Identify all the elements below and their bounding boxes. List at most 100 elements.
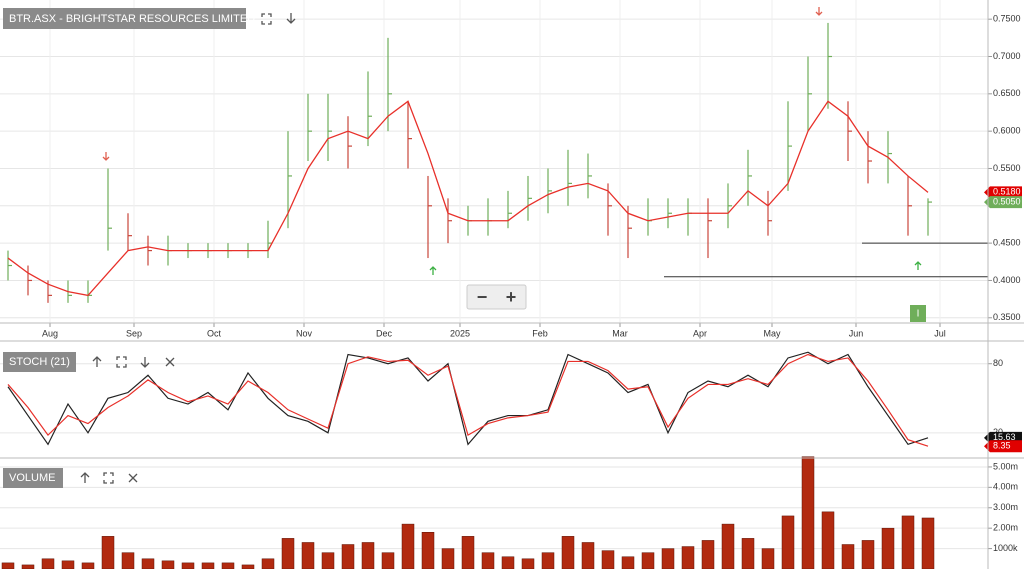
y-tick-label: 0.4000: [993, 275, 1021, 285]
x-tick-label: Feb: [532, 328, 548, 338]
stoch-title: STOCH (21): [9, 356, 70, 368]
volume-bar: [21, 564, 35, 569]
x-tick-label: Sep: [126, 328, 142, 338]
volume-bar: [521, 558, 535, 569]
fullscreen-icon[interactable]: [103, 472, 114, 484]
volume-bar: [801, 456, 815, 569]
close-icon[interactable]: [165, 357, 175, 367]
volume-bar: [661, 548, 675, 569]
volume-bar: [921, 517, 935, 569]
x-tick-label: Mar: [612, 328, 628, 338]
volume-bar: [241, 564, 255, 569]
zoom-in-button[interactable]: +: [506, 287, 517, 307]
x-tick-label: Jul: [934, 328, 946, 338]
stoch-line: [7, 353, 929, 447]
zoom-bar: [466, 284, 527, 310]
volume-bar: [461, 536, 475, 569]
volume-bar: [221, 562, 235, 569]
volume-bar: [161, 560, 175, 569]
fullscreen-icon[interactable]: [116, 356, 127, 368]
close-icon[interactable]: [128, 473, 138, 483]
volume-bar: [501, 556, 515, 569]
volume-bar: [361, 542, 375, 569]
volume-bar: [841, 544, 855, 569]
volume-bar: [41, 558, 55, 569]
zoom-out-button[interactable]: −: [477, 287, 488, 307]
move-up-icon[interactable]: [92, 356, 102, 367]
last-value-label: 15.63: [993, 432, 1016, 442]
volume-bar: [781, 515, 795, 569]
y-tick-label: 3.00m: [993, 502, 1018, 512]
sell-arrow: [102, 152, 110, 161]
volume-bar: [121, 552, 135, 569]
volume-title: VOLUME: [9, 472, 55, 484]
last-value-label: 0.5050: [993, 196, 1021, 206]
volume-bar: [401, 523, 415, 569]
y-tick-label: 0.7500: [993, 14, 1021, 24]
volume-bar: [141, 558, 155, 569]
volume-bar: [321, 552, 335, 569]
volume-bar: [381, 552, 395, 569]
title-box: [3, 8, 246, 29]
chart-title: BTR.ASX - BRIGHTSTAR RESOURCES LIMITED: [9, 13, 255, 25]
volume-bar: [261, 558, 275, 569]
x-tick-label: Dec: [376, 328, 393, 338]
volume-bar: [741, 538, 755, 569]
last-value-label: 8.35: [993, 441, 1011, 451]
buy-arrow: [914, 261, 922, 270]
x-tick-label: Oct: [207, 328, 222, 338]
last-value-tag: [984, 186, 1022, 199]
y-tick-label: 4.00m: [993, 482, 1018, 492]
moving-average: [7, 100, 929, 297]
volume-bar: [1, 562, 15, 569]
move-down-icon[interactable]: [140, 357, 150, 368]
fullscreen-icon[interactable]: [261, 13, 272, 25]
volume-bar: [421, 532, 435, 569]
volume-bar: [901, 515, 915, 569]
y-tick-label: 0.3500: [993, 312, 1021, 322]
y-tick-label: 0.6500: [993, 88, 1021, 98]
volume-bar: [641, 552, 655, 569]
volume-bar: [601, 550, 615, 569]
sell-arrow: [815, 7, 823, 16]
badge-label: I: [917, 309, 920, 320]
volume-bar: [721, 523, 735, 569]
volume-bar: [681, 546, 695, 569]
last-value-tag: [984, 196, 1022, 209]
volume-bar: [761, 548, 775, 569]
badge[interactable]: [910, 305, 926, 322]
last-value-label: 0.5180: [993, 187, 1021, 197]
volume-bar: [701, 540, 715, 569]
volume-bar: [621, 556, 635, 569]
volume-bar: [581, 542, 595, 569]
title-box: [3, 468, 63, 488]
volume-bar: [101, 536, 115, 569]
move-up-icon[interactable]: [80, 472, 90, 483]
volume-bar: [81, 562, 95, 569]
y-tick-label: 0.5500: [993, 163, 1021, 173]
volume-bar: [181, 562, 195, 569]
x-tick-label: May: [763, 328, 781, 338]
x-tick-label: 2025: [450, 328, 470, 338]
y-tick-label: 1000k: [993, 543, 1018, 553]
y-tick-label: 0.6000: [993, 126, 1021, 136]
volume-bar: [821, 511, 835, 569]
volume-bar: [61, 560, 75, 569]
x-tick-label: Jun: [849, 328, 864, 338]
volume-bar: [341, 544, 355, 569]
y-tick-label: 2.00m: [993, 523, 1018, 533]
volume-bar: [441, 548, 455, 569]
download-icon[interactable]: [286, 13, 296, 24]
x-tick-label: Aug: [42, 328, 58, 338]
title-box: [3, 352, 76, 372]
volume-bar: [561, 536, 575, 569]
volume-bar: [481, 552, 495, 569]
volume-bar: [281, 538, 295, 569]
volume-bar: [201, 562, 215, 569]
x-tick-label: Apr: [693, 328, 707, 338]
y-tick-label: 0.7000: [993, 51, 1021, 61]
last-value-tag: [984, 440, 1022, 453]
volume-bar: [541, 552, 555, 569]
